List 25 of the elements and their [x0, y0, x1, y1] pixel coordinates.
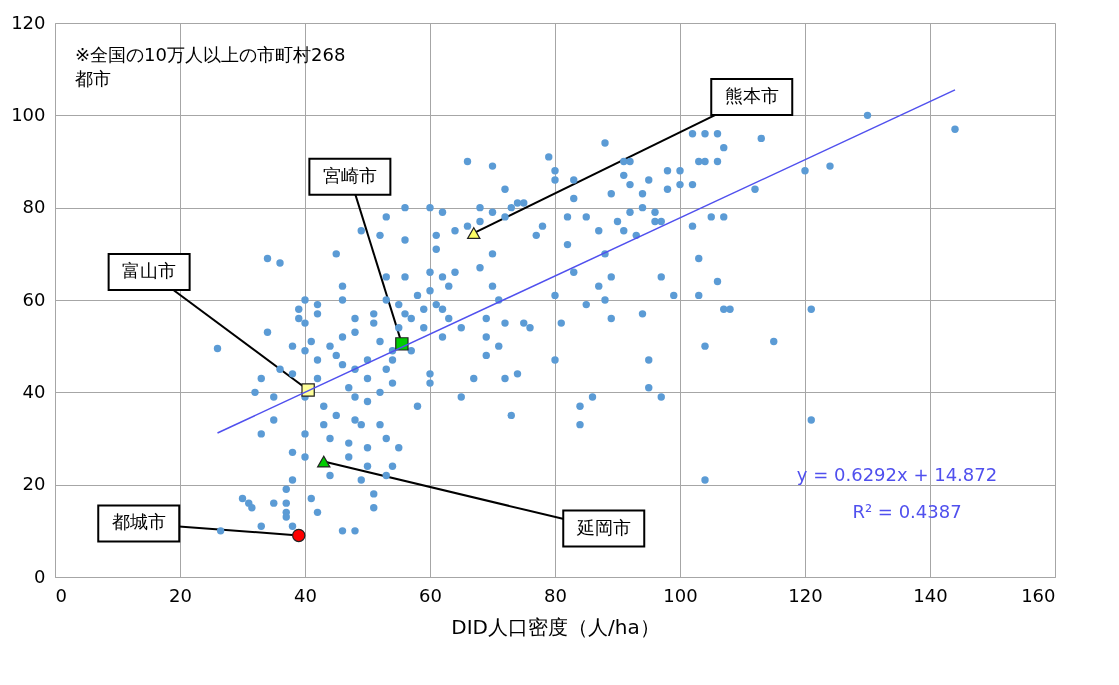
x-tick-label: 80 — [544, 584, 567, 606]
x-tick-label: 160 — [1021, 584, 1056, 606]
annotation: R² = 0.4387 — [852, 501, 962, 522]
x-tick-label: 40 — [294, 584, 317, 606]
x-tick-label: 60 — [419, 584, 442, 606]
annotation: ※全国の10万人以上の市町村268 都市 — [75, 44, 346, 89]
y-tick-label: 0 — [34, 565, 46, 587]
y-tick-label: 60 — [22, 288, 46, 310]
annotation: y = 0.6292x + 14.872 — [796, 464, 998, 485]
y-tick-label: 40 — [22, 380, 46, 402]
y-tick-label: 120 — [11, 11, 46, 33]
x-tick-label: 0 — [55, 584, 67, 606]
x-tick-label: 140 — [913, 584, 948, 606]
x-tick-label: 100 — [663, 584, 698, 606]
annotation: 延岡市 — [575, 516, 631, 538]
x-axis-title: DID人口密度（人/ha） — [451, 614, 660, 639]
annotation: 宮崎市 — [322, 164, 377, 186]
annotation: 富山市 — [122, 260, 177, 282]
annotation: 都城市 — [111, 511, 166, 533]
y-tick-label: 20 — [22, 473, 46, 495]
annotation: 熊本市 — [724, 85, 779, 107]
y-tick-label: 80 — [22, 196, 46, 218]
x-tick-label: 20 — [169, 584, 192, 606]
x-tick-label: 120 — [788, 584, 823, 606]
y-tick-label: 100 — [11, 103, 46, 125]
